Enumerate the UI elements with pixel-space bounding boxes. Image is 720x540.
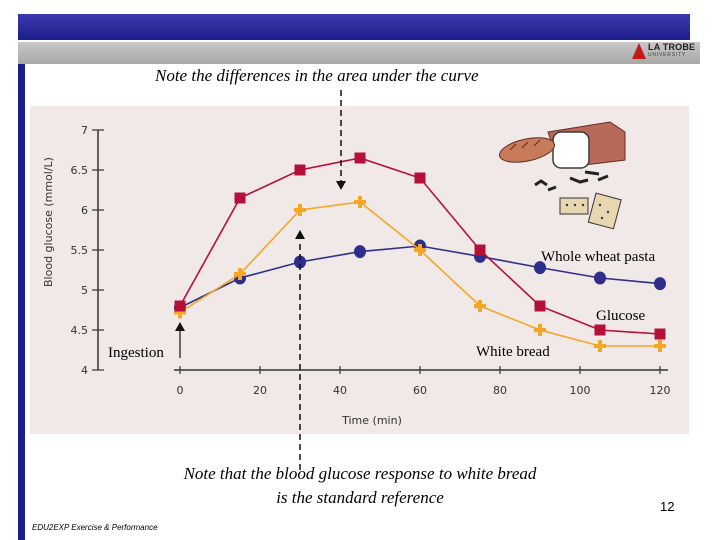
data-point-glucose [294,164,306,176]
pointer-arrow-ingestion-icon [175,322,185,331]
y-axis-title: Blood glucose (mmol/L) [42,157,55,287]
pointer-arrow-reference-icon [295,230,305,239]
x-tick-label: 100 [570,384,591,397]
data-point-whole-wheat-pasta [354,245,366,259]
y-tick-label: 6.5 [71,164,89,177]
x-tick-label: 0 [177,384,184,397]
logo-name: LA TROBE [648,42,696,52]
data-point-white-bread [234,268,246,280]
y-tick-label: 5 [81,284,88,297]
label-whole-wheat-pasta: Whole wheat pasta [541,249,655,265]
data-point-white-bread [414,244,426,256]
note-standard-reference: Note that the blood glucose response to … [130,462,590,510]
footer-course: EDU2EXP Exercise & Performance [32,523,158,532]
bread-illustration [499,121,626,230]
y-tick-label: 7 [81,124,88,137]
data-point-glucose [414,172,426,184]
chart-pointers [175,90,346,470]
data-point-white-bread [294,204,306,216]
data-point-white-bread [654,340,666,352]
data-point-white-bread [354,196,366,208]
y-tick-label: 5.5 [71,244,89,257]
y-tick-label: 4.5 [71,324,89,337]
y-tick-label: 4 [81,364,88,377]
label-ingestion: Ingestion [108,345,164,361]
x-tick-label: 40 [333,384,347,397]
chart-ticks: 4 4.5 5 5.5 6 6.5 7 0 20 40 60 80 100 120 [71,124,671,397]
data-point-glucose [594,324,606,336]
x-tick-label: 80 [493,384,507,397]
x-tick-label: 120 [650,384,671,397]
data-point-whole-wheat-pasta [594,271,606,285]
data-point-white-bread [534,324,546,336]
data-point-white-bread [474,300,486,312]
left-stripe [18,64,25,540]
label-white-bread: White bread [476,344,550,360]
logo-subtitle: UNIVERSITY [648,52,687,58]
pointer-arrow-area-icon [336,181,346,190]
data-point-white-bread [594,340,606,352]
data-point-glucose [474,244,486,256]
x-tick-label: 60 [413,384,427,397]
university-logo: LA TROBE UNIVERSITY [632,40,696,62]
data-point-glucose [534,300,546,312]
data-point-glucose [234,192,246,204]
note-standard-reference-line1: Note that the blood glucose response to … [183,464,537,483]
data-point-white-bread [174,306,186,319]
series-glucose [174,152,666,340]
header-bar-bottom [18,42,700,64]
x-tick-label: 20 [253,384,267,397]
note-area-under-curve: Note the differences in the area under t… [155,66,479,85]
data-point-whole-wheat-pasta [654,277,666,291]
data-point-glucose [354,152,366,164]
data-point-whole-wheat-pasta [294,255,306,269]
slide-number: 12 [660,499,675,514]
header-bar-top [18,14,700,40]
series-white-bread [174,196,666,352]
y-tick-label: 6 [81,204,88,217]
data-point-whole-wheat-pasta [534,261,546,275]
data-point-glucose [654,328,666,340]
label-glucose: Glucose [596,308,645,324]
x-axis-title: Time (min) [341,414,402,427]
header-notch [690,14,700,40]
data-point-glucose [174,300,186,312]
chart-series [174,152,666,352]
note-standard-reference-line2: is the standard reference [276,488,444,507]
